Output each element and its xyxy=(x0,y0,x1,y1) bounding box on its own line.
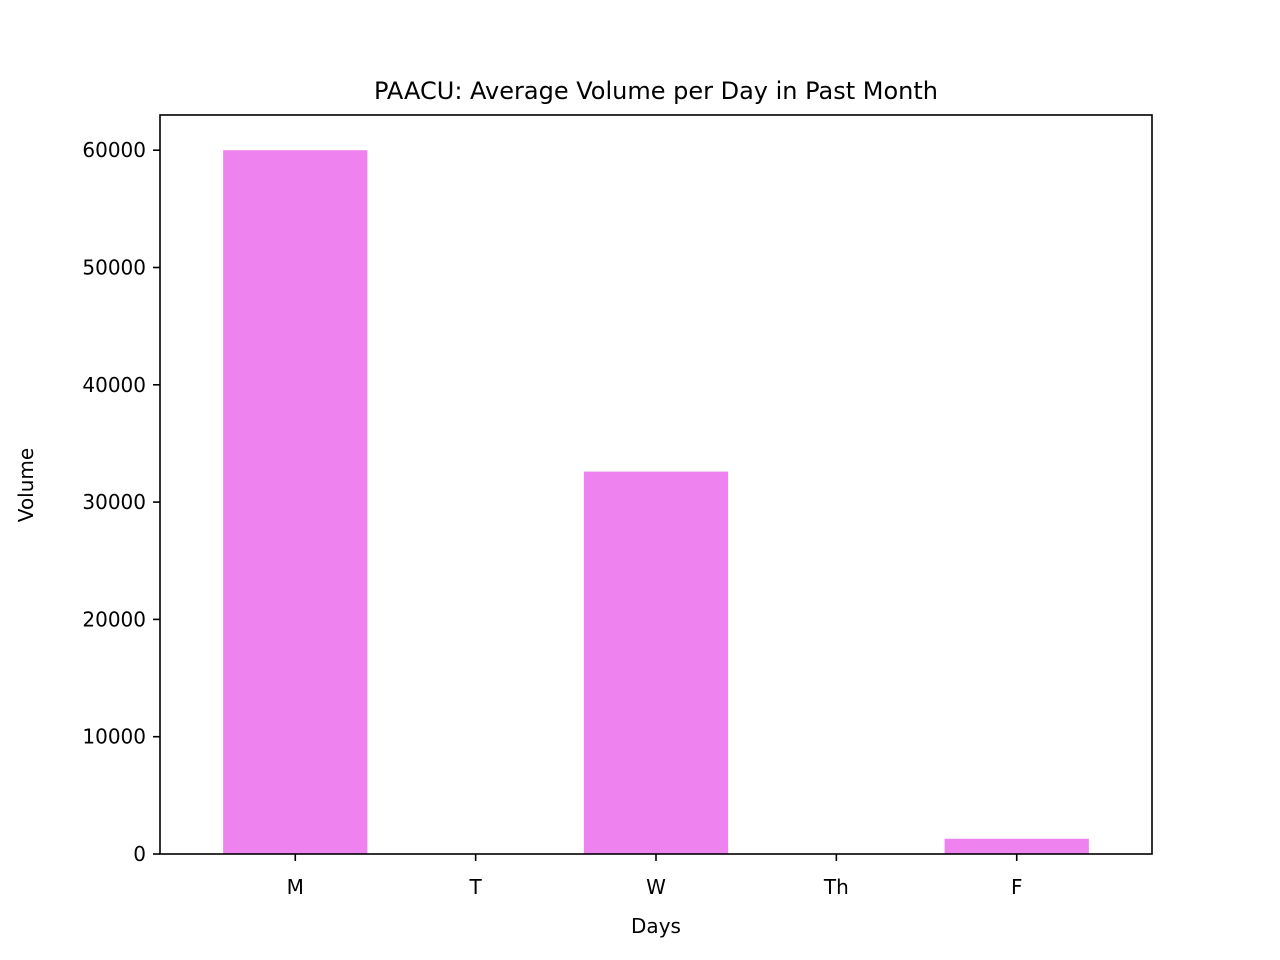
y-tick-label: 40000 xyxy=(82,373,146,397)
y-tick-label: 30000 xyxy=(82,490,146,514)
chart-title: PAACU: Average Volume per Day in Past Mo… xyxy=(374,77,938,105)
x-tick-label: W xyxy=(646,875,666,899)
y-tick-label: 0 xyxy=(133,842,146,866)
y-tick-label: 60000 xyxy=(82,138,146,162)
x-axis-ticks: M T W Th F xyxy=(287,854,1023,899)
y-axis-label: Volume xyxy=(14,448,38,522)
x-tick-label: Th xyxy=(823,875,849,899)
y-tick-label: 10000 xyxy=(82,725,146,749)
plot-frame xyxy=(159,114,1153,855)
y-axis-ticks: 0 10000 20000 30000 40000 50000 60000 xyxy=(82,138,160,866)
x-tick-label: F xyxy=(1011,875,1023,899)
bar-m xyxy=(223,150,368,854)
x-axis-label: Days xyxy=(631,914,681,938)
x-tick-label: T xyxy=(469,875,483,899)
bar-f xyxy=(944,838,1089,854)
bar-w xyxy=(583,471,729,854)
y-tick-label: 50000 xyxy=(82,255,146,279)
y-tick-label: 20000 xyxy=(82,607,146,631)
x-tick-label: M xyxy=(287,875,304,899)
bars-group xyxy=(223,150,1089,854)
